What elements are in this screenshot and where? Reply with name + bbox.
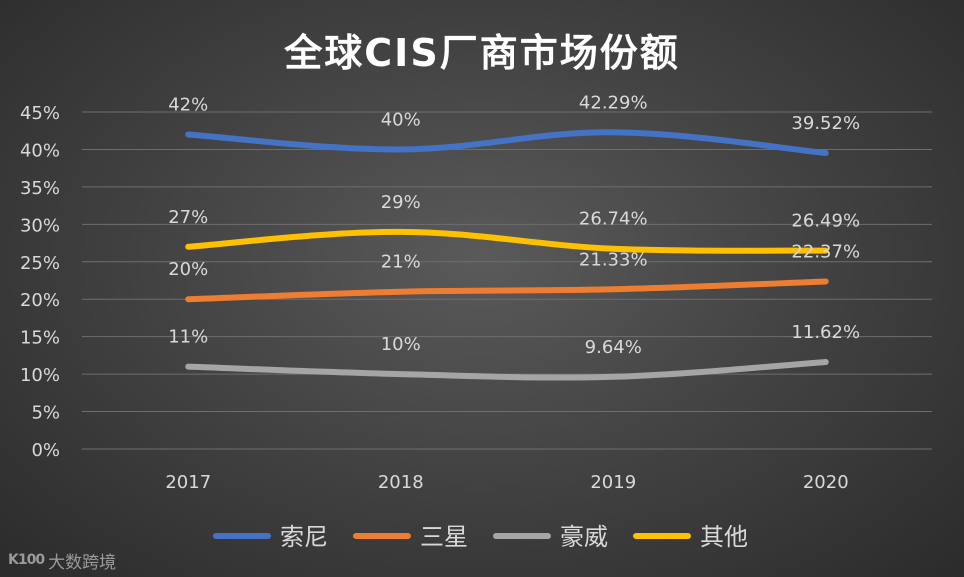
data-label: 26.49% (791, 211, 860, 232)
x-tick-label: 2019 (590, 472, 636, 493)
data-label: 21.33% (579, 249, 648, 270)
data-label: 20% (168, 259, 208, 280)
brand-logo-icon: K100 (8, 552, 45, 568)
data-label: 11.62% (791, 322, 860, 343)
data-label: 42.29% (579, 92, 648, 113)
watermark: K100 大数跨境 (8, 548, 117, 573)
legend-label: 索尼 (280, 523, 328, 551)
y-tick-label: 20% (20, 290, 60, 311)
legend-label: 其他 (700, 523, 748, 551)
data-label: 42% (168, 94, 208, 115)
y-tick-label: 45% (20, 103, 60, 124)
data-label: 27% (168, 207, 208, 228)
series-line-豪威 (185, 358, 829, 381)
chart-title: 全球CIS厂商市场份额 (284, 31, 680, 75)
x-tick-label: 2020 (803, 472, 849, 493)
x-tick-label: 2018 (378, 472, 424, 493)
series-line-三星 (185, 278, 829, 303)
y-tick-label: 35% (20, 178, 60, 199)
y-tick-label: 10% (20, 365, 60, 386)
brand-name: 大数跨境 (48, 552, 117, 573)
y-tick-label: 0% (31, 440, 60, 461)
y-tick-label: 30% (20, 215, 60, 236)
data-label: 22.37% (791, 241, 860, 262)
legend-label: 三星 (420, 523, 468, 551)
x-tick-label: 2017 (165, 472, 211, 493)
legend-label: 豪威 (560, 523, 608, 551)
y-tick-label: 5% (31, 403, 60, 424)
series-line-其他 (185, 228, 829, 254)
data-label: 39.52% (791, 113, 860, 134)
y-tick-label: 25% (20, 253, 60, 274)
data-label: 11% (168, 327, 208, 348)
y-tick-label: 15% (20, 328, 60, 349)
data-label: 21% (381, 252, 421, 273)
data-label: 26.74% (579, 209, 648, 230)
data-label: 29% (381, 192, 421, 213)
data-label: 40% (381, 109, 421, 130)
data-label: 9.64% (585, 337, 642, 358)
series-line-索尼 (185, 129, 829, 157)
data-label: 10% (381, 334, 421, 355)
y-tick-label: 40% (20, 140, 60, 161)
